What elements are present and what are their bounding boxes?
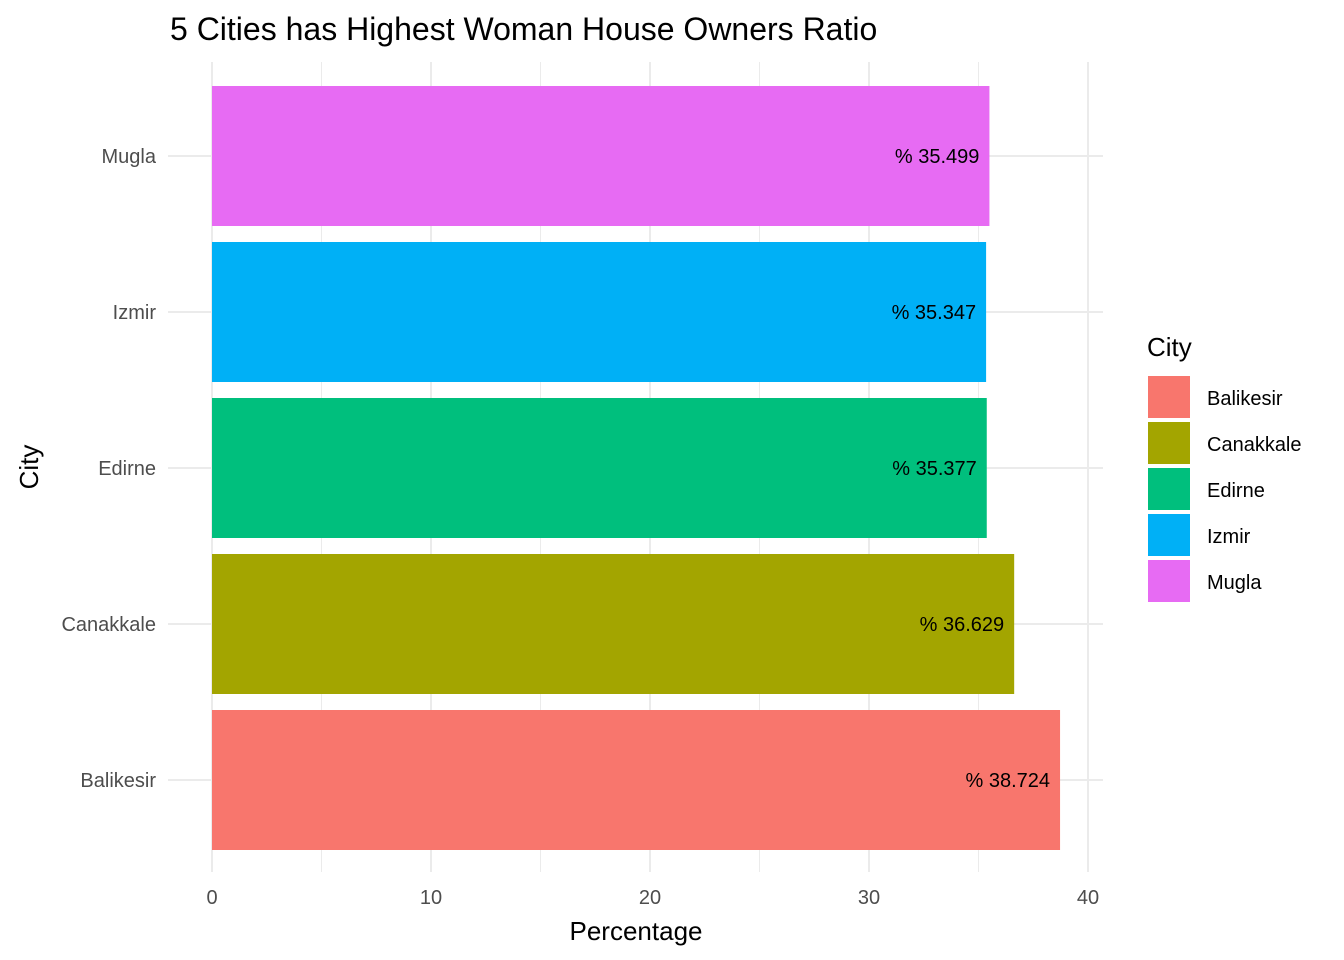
y-tick-label: Balikesir	[80, 770, 156, 792]
chart-title: 5 Cities has Highest Woman House Owners …	[170, 11, 877, 47]
legend-key-mugla	[1148, 560, 1190, 602]
bar-balikesir	[212, 710, 1061, 850]
legend: City Balikesir Canakkale Edirne Izmir Mugla	[1147, 332, 1302, 602]
data-label-izmir: % 35.347	[892, 302, 977, 324]
data-label-balikesir: % 38.724	[966, 770, 1051, 792]
legend-label-edirne: Edirne	[1207, 480, 1265, 502]
y-tick-label: Mugla	[102, 146, 157, 168]
x-tick-label: 30	[858, 887, 880, 909]
y-tick-label: Izmir	[113, 302, 157, 324]
legend-key-izmir	[1148, 514, 1190, 556]
data-label-edirne: % 35.377	[892, 458, 977, 480]
legend-key-canakkale	[1148, 422, 1190, 464]
legend-label-balikesir: Balikesir	[1207, 388, 1283, 410]
legend-label-izmir: Izmir	[1207, 526, 1251, 548]
y-tick-label: Canakkale	[61, 614, 156, 636]
x-tick-label: 10	[420, 887, 442, 909]
bar-izmir	[212, 242, 987, 382]
bar-labels: % 38.724 % 36.629 % 35.377 % 35.347 % 35.499	[892, 146, 1050, 792]
bar-mugla	[212, 86, 990, 226]
data-label-canakkale: % 36.629	[920, 614, 1005, 636]
bars	[212, 86, 1061, 850]
x-tick-label: 40	[1077, 887, 1099, 909]
legend-label-canakkale: Canakkale	[1207, 434, 1302, 456]
y-axis-title: City	[14, 445, 44, 490]
legend-title: City	[1147, 332, 1192, 362]
legend-key-balikesir	[1148, 376, 1190, 418]
data-label-mugla: % 35.499	[895, 146, 980, 168]
x-tick-label: 20	[639, 887, 661, 909]
legend-label-mugla: Mugla	[1207, 572, 1262, 594]
x-axis-ticks: 0 10 20 30 40	[206, 887, 1099, 909]
y-axis-ticks: Balikesir Canakkale Edirne Izmir Mugla	[61, 146, 156, 792]
legend-key-edirne	[1148, 468, 1190, 510]
y-tick-label: Edirne	[98, 458, 156, 480]
x-tick-label: 0	[206, 887, 217, 909]
bar-canakkale	[212, 554, 1015, 694]
x-axis-title: Percentage	[570, 916, 703, 946]
bar-edirne	[212, 398, 987, 538]
